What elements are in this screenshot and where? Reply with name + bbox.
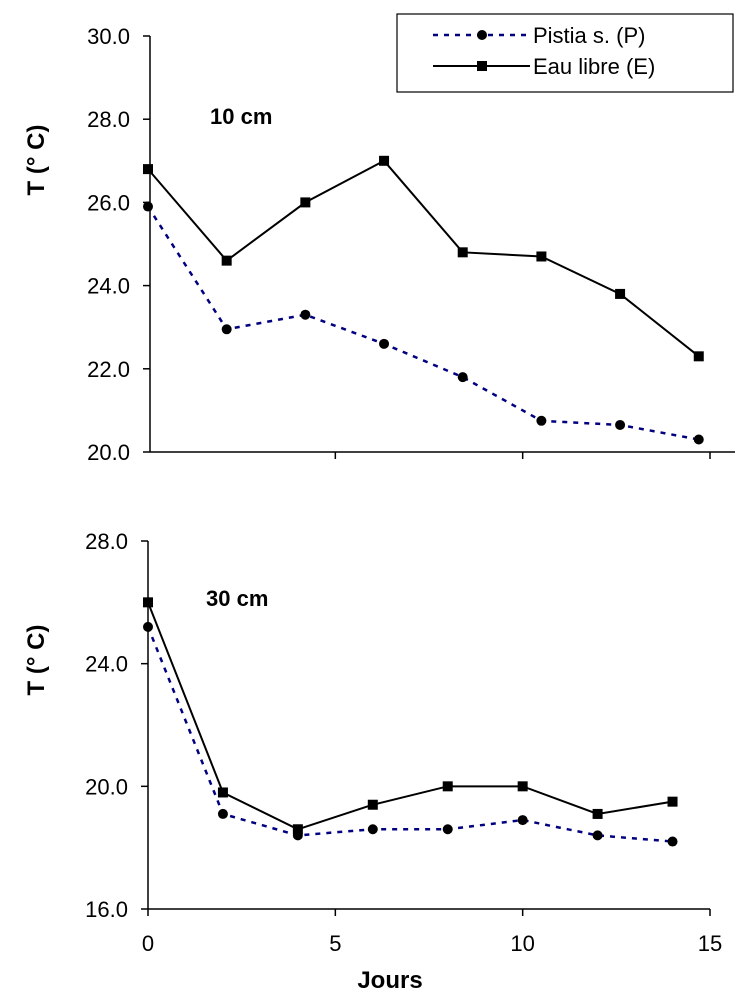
- x-axis-title: Jours: [357, 967, 422, 994]
- data-point-pistia: [592, 830, 603, 841]
- y-tick-label: 24.0: [87, 274, 130, 299]
- x-tick-label: 5: [329, 931, 341, 956]
- data-point-eau-libre: [379, 155, 390, 166]
- data-point-eau-libre: [292, 824, 303, 835]
- data-point-pistia: [693, 434, 704, 445]
- data-point-pistia: [367, 824, 378, 835]
- y-tick-label: 26.0: [87, 190, 130, 215]
- data-point-pistia: [221, 324, 232, 335]
- data-point-eau-libre: [143, 164, 153, 175]
- x-tick-label: 15: [698, 931, 722, 956]
- data-point-pistia: [379, 338, 390, 349]
- data-point-eau-libre: [300, 197, 311, 208]
- data-point-eau-libre: [615, 288, 626, 299]
- data-point-eau-libre: [367, 799, 378, 810]
- y-tick-label: 22.0: [87, 357, 130, 382]
- legend: Pistia s. (P) Eau libre (E): [396, 13, 734, 93]
- panel-top-10cm: 20.0 22.0 24.0 26.0 28.0 30.0 T (° C) 10 cm P…: [23, 13, 735, 465]
- x-tick-label: 0: [142, 931, 154, 956]
- data-point-eau-libre: [442, 781, 453, 792]
- data-point-pistia: [143, 201, 153, 212]
- legend-box: [396, 13, 734, 93]
- data-point-pistia: [300, 309, 311, 320]
- series-line-pistia: [146, 205, 699, 441]
- y-ticks: 20.0 22.0 24.0 26.0 28.0 30.0: [87, 24, 150, 465]
- data-point-pistia: [536, 415, 547, 426]
- y-tick-label: 30.0: [87, 24, 130, 49]
- y-tick-label: 28.0: [87, 107, 130, 132]
- x-tick-label: 10: [510, 931, 534, 956]
- data-point-pistia: [442, 824, 453, 835]
- data-point-eau-libre: [457, 247, 468, 258]
- y-ticks: 16.0 20.0 24.0 28.0: [85, 529, 148, 922]
- series-group: [143, 155, 704, 445]
- x-ticks: [334, 452, 711, 459]
- data-point-eau-libre: [693, 351, 704, 362]
- data-point-pistia: [143, 621, 153, 632]
- y-tick-label: 20.0: [87, 440, 130, 465]
- data-point-pistia: [667, 836, 678, 847]
- data-point-eau-libre: [143, 597, 153, 608]
- data-point-pistia: [615, 419, 626, 430]
- y-tick-label: 28.0: [85, 529, 128, 554]
- data-point-eau-libre: [667, 796, 678, 807]
- y-tick-label: 24.0: [85, 652, 128, 677]
- data-point-eau-libre: [517, 781, 528, 792]
- data-point-eau-libre: [536, 251, 547, 262]
- series-group: [143, 597, 678, 847]
- y-tick-label: 20.0: [85, 774, 128, 799]
- data-point-pistia: [457, 372, 468, 383]
- legend-marker-pistia: [477, 30, 487, 40]
- legend-label-eau: Eau libre (E): [533, 54, 655, 79]
- data-point-eau-libre: [221, 255, 232, 266]
- panel-bottom-30cm: 16.0 20.0 24.0 28.0 0 5 10 15 T (° C) 30 cm Jo…: [23, 529, 722, 994]
- y-axis-title: T (° C): [23, 125, 50, 196]
- panel-label: 10 cm: [210, 104, 272, 129]
- data-point-pistia: [217, 808, 228, 819]
- data-point-pistia: [517, 815, 528, 826]
- data-point-eau-libre: [217, 787, 228, 798]
- panel-label: 30 cm: [206, 586, 268, 611]
- series-line-eau-libre: [147, 159, 700, 358]
- series-line-eau-libre: [147, 601, 673, 831]
- legend-marker-eau: [477, 61, 487, 71]
- legend-label-pistia: Pistia s. (P): [533, 23, 645, 48]
- y-tick-label: 16.0: [85, 897, 128, 922]
- x-ticks: 0 5 10 15: [142, 909, 722, 956]
- y-axis-title: T (° C): [23, 625, 50, 696]
- data-point-eau-libre: [592, 808, 603, 819]
